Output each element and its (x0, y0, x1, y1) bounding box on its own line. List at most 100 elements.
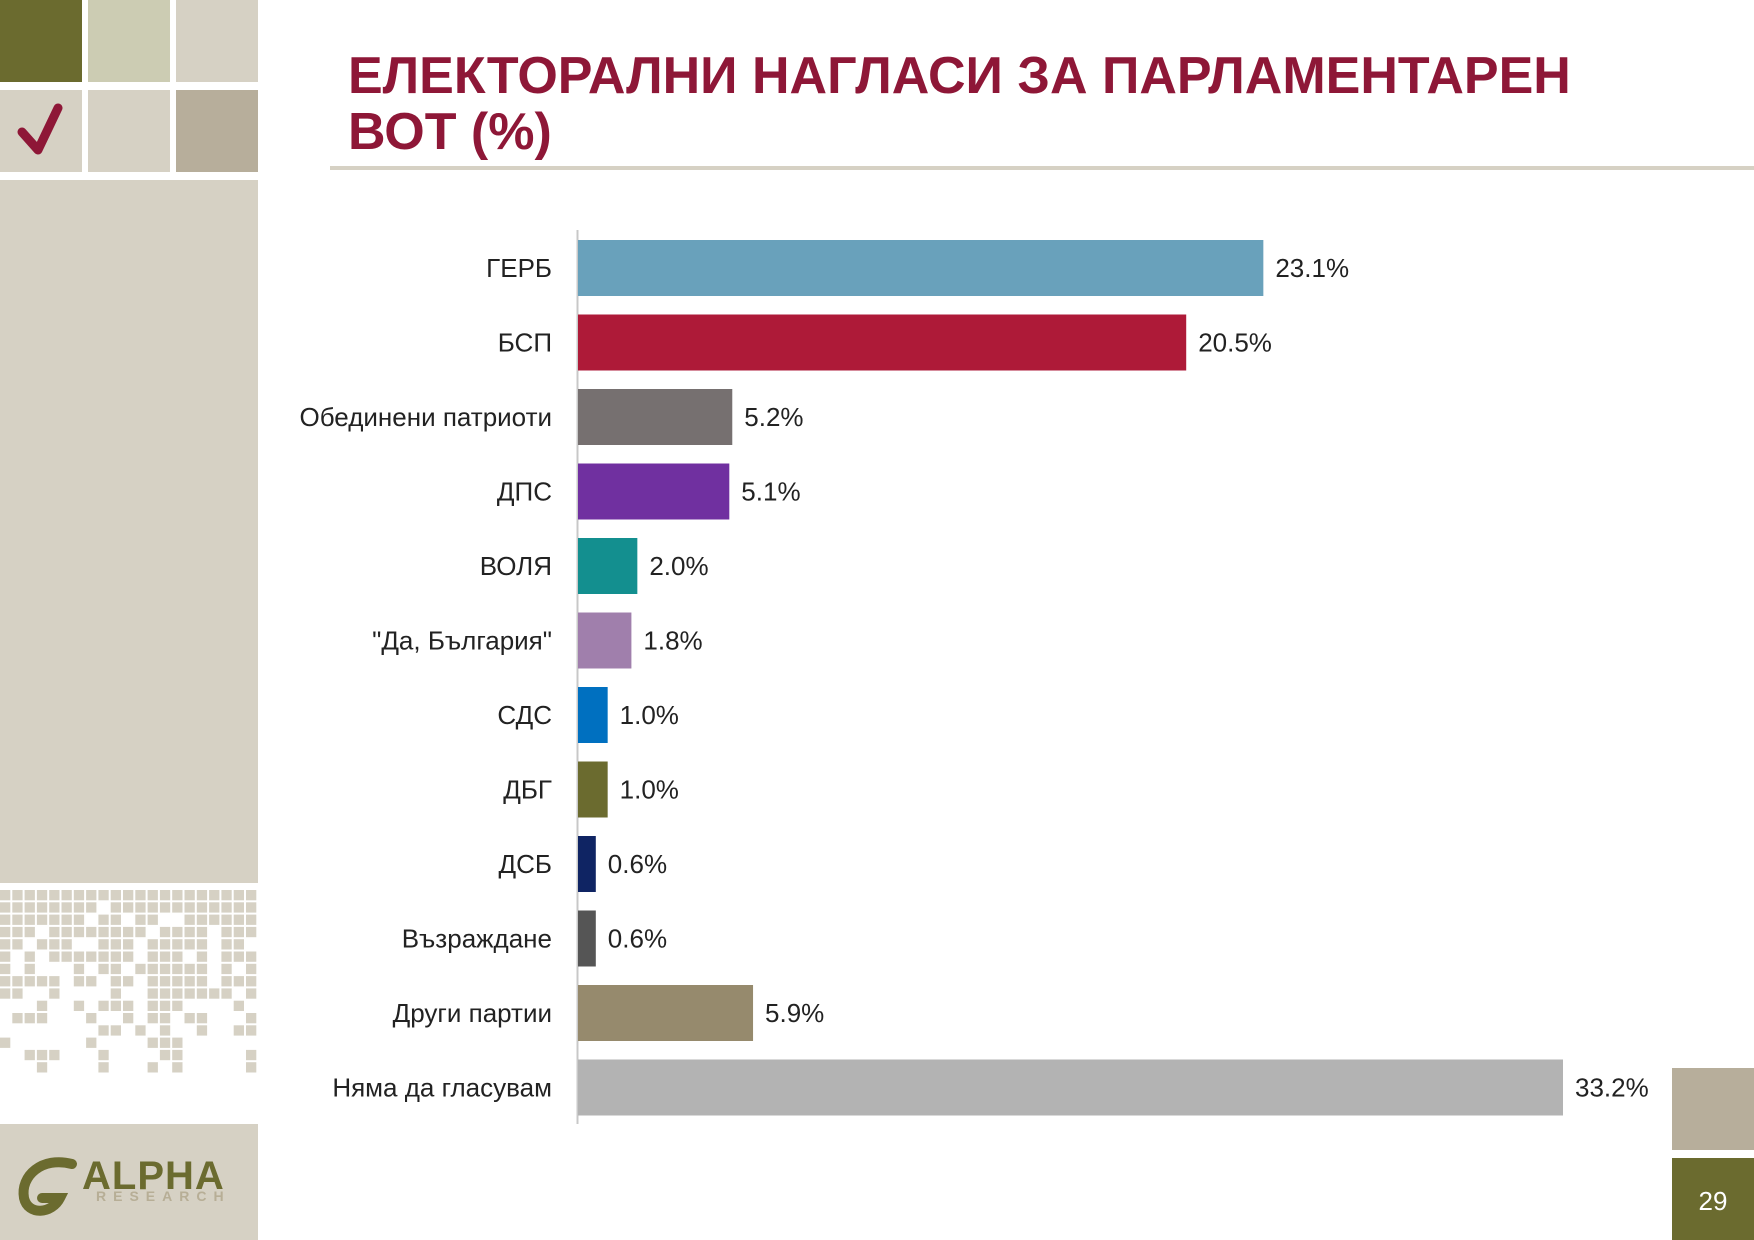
pattern-square (184, 1013, 195, 1024)
pattern-square (246, 914, 257, 925)
pattern-square (233, 939, 244, 950)
pattern-square (159, 939, 171, 950)
pattern-square (61, 914, 72, 925)
pattern-square (221, 976, 232, 987)
pattern-square (147, 951, 158, 962)
tile-beige (176, 0, 258, 82)
pattern-square (73, 914, 85, 925)
bar (578, 1059, 1563, 1116)
value-label: 0.6% (608, 849, 667, 879)
category-label: Възраждане (402, 924, 552, 954)
pattern-square (49, 902, 60, 913)
pattern-square (49, 951, 60, 962)
pattern-square (246, 890, 257, 901)
pattern-square (24, 1049, 35, 1061)
pattern-square (209, 988, 220, 999)
pattern-square (0, 914, 11, 925)
pattern-square (110, 963, 121, 975)
bar (578, 463, 730, 520)
pattern-square (196, 1013, 208, 1024)
pattern-square (98, 963, 109, 975)
pattern-square (233, 890, 244, 901)
pattern-square (12, 914, 23, 925)
pattern-square (49, 988, 60, 999)
pattern-square (123, 951, 134, 962)
category-label: ДПС (497, 477, 552, 507)
pattern-square (0, 1037, 11, 1048)
pattern-square (73, 976, 85, 987)
pattern-square (233, 914, 244, 925)
pattern-square (86, 1037, 97, 1048)
pattern-square (24, 902, 35, 913)
pattern-square (184, 926, 195, 938)
pattern-square (36, 890, 48, 901)
pattern-square (24, 963, 35, 975)
pattern-square (221, 939, 232, 950)
pattern-square (147, 1013, 158, 1024)
value-label: 5.2% (744, 402, 803, 432)
tile-olive-dark (0, 0, 82, 82)
pattern-square (36, 976, 48, 987)
pattern-square (184, 890, 195, 901)
pattern-square (110, 939, 121, 950)
bar (578, 240, 1264, 296)
tile-olive-light (88, 0, 170, 82)
pattern-square (135, 902, 146, 913)
pattern-square (196, 1025, 208, 1036)
pattern-square (110, 890, 121, 901)
pattern-square (110, 902, 121, 913)
pattern-square (110, 926, 121, 938)
pattern-square (135, 914, 146, 925)
pattern-square (196, 963, 208, 975)
value-label: 1.0% (620, 700, 679, 730)
pattern-square (221, 914, 232, 925)
pattern-square (147, 914, 158, 925)
pattern-square (98, 939, 109, 950)
pattern-square (110, 1025, 121, 1036)
pattern-square (246, 1062, 257, 1073)
pattern-square (73, 963, 85, 975)
pattern-square (221, 890, 232, 901)
pattern-square (123, 890, 134, 901)
pattern-square (196, 926, 208, 938)
pattern-square (147, 939, 158, 950)
pattern-square (135, 926, 146, 938)
bar (578, 687, 608, 743)
pattern-square (86, 976, 97, 987)
pattern-square (36, 902, 48, 913)
pattern-square (61, 926, 72, 938)
pattern-square (0, 951, 11, 962)
pattern-square (233, 926, 244, 938)
pattern-square (110, 951, 121, 962)
title-divider (330, 166, 1754, 170)
pattern-square (24, 890, 35, 901)
sidebar-column (0, 180, 258, 883)
pattern-square (0, 939, 11, 950)
value-label: 23.1% (1275, 253, 1349, 283)
pattern-square (209, 902, 220, 913)
pattern-square (0, 926, 11, 938)
pixel-pattern (0, 890, 257, 1073)
category-label: ДСБ (499, 849, 552, 879)
logo-name: ALPHA (82, 1154, 225, 1198)
pattern-square (172, 988, 183, 999)
pattern-square (61, 902, 72, 913)
bar (578, 836, 596, 892)
pattern-square (73, 890, 85, 901)
bar (578, 389, 733, 445)
pattern-square (172, 1000, 183, 1011)
pattern-square (73, 951, 85, 962)
pattern-square (196, 988, 208, 999)
category-label: ГЕРБ (486, 253, 552, 283)
pattern-square (147, 902, 158, 913)
pattern-square (49, 890, 60, 901)
tile-taupe (176, 90, 258, 172)
pattern-square (159, 1037, 171, 1048)
pattern-square (172, 976, 183, 987)
pattern-square (86, 902, 97, 913)
pattern-square (147, 1037, 158, 1048)
bar (578, 985, 754, 1041)
category-label: СДС (497, 700, 552, 730)
category-label: БСП (498, 328, 552, 358)
pattern-square (172, 1037, 183, 1048)
